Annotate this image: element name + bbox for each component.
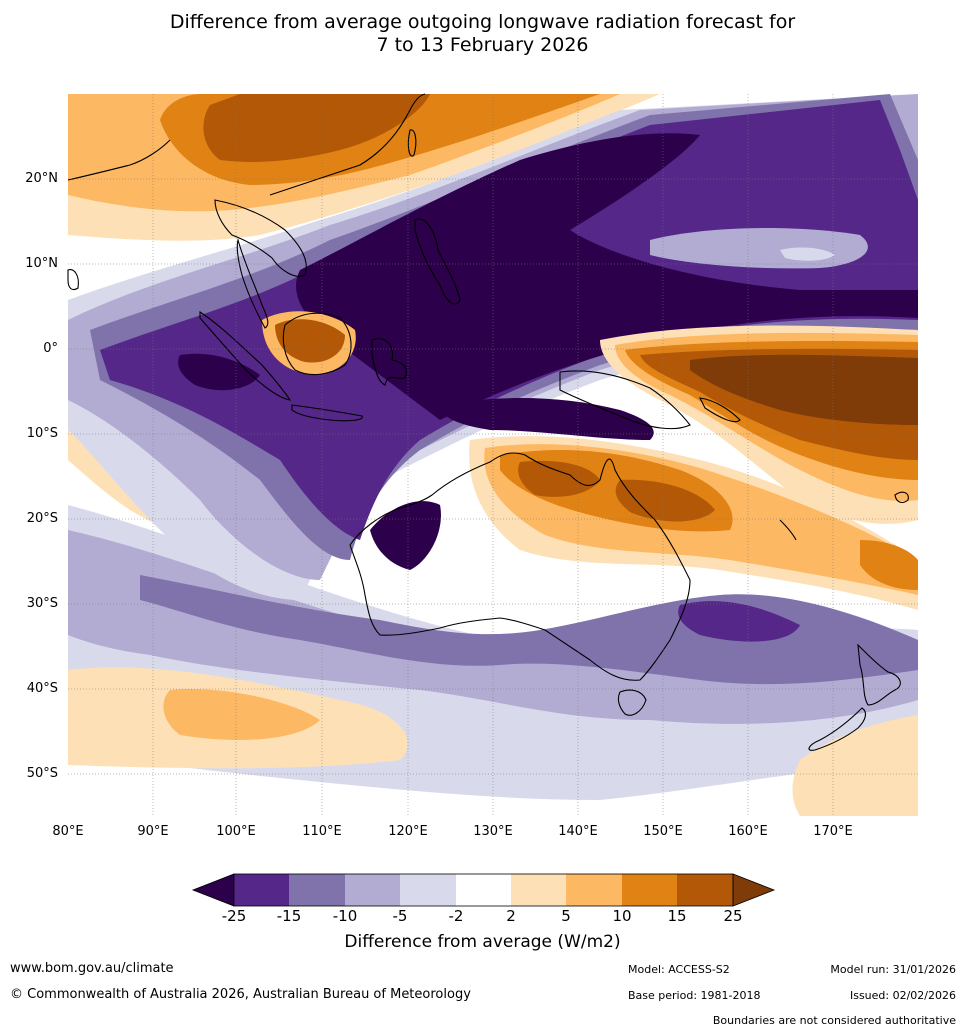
anomaly-region-coral-sea-strong-positive bbox=[860, 540, 918, 590]
lat-label-10n: 10°N bbox=[25, 256, 58, 271]
anomaly-region-equatorial-pacific-extreme-positive bbox=[690, 354, 918, 425]
anomaly-region-top-end-very-strong-positive bbox=[518, 460, 600, 497]
anomaly-region-maritime-continent-extreme bbox=[296, 133, 918, 420]
malay-peninsula-coastline bbox=[236, 237, 269, 329]
colorbar-label--15: -15 bbox=[276, 907, 302, 925]
fiji-coastline bbox=[894, 491, 909, 504]
lon-label-170e: 170°E bbox=[813, 824, 853, 839]
base-period: Base period: 1981-2018 bbox=[628, 989, 761, 1002]
colorbar-swatch--10-to--5 bbox=[345, 874, 400, 906]
colorbar-label-5: 5 bbox=[561, 907, 571, 925]
lat-label-20s: 20°S bbox=[26, 511, 58, 526]
colorbar-swatch--5-to--2 bbox=[400, 874, 456, 906]
lat-label-equator: 0° bbox=[43, 341, 58, 356]
anomaly-region-southeast-weak-positive bbox=[792, 715, 918, 816]
lon-label-100e: 100°E bbox=[216, 824, 256, 839]
colorbar-label-15: 15 bbox=[667, 907, 687, 925]
anomaly-region-queensland-very-strong-positive bbox=[615, 479, 715, 522]
australia-coastline bbox=[349, 452, 691, 681]
new-zealand-south-coastline bbox=[808, 707, 867, 751]
colorbar-swatch-15-to-25 bbox=[677, 874, 733, 906]
philippines-coastline bbox=[414, 218, 461, 305]
colorbar-label-10: 10 bbox=[612, 907, 632, 925]
tasmania-coastline bbox=[617, 689, 647, 716]
issued-date: Issued: 02/02/2026 bbox=[849, 989, 956, 1002]
boundary-disclaimer: Boundaries are not considered authoritat… bbox=[712, 1014, 956, 1027]
colorbar bbox=[191, 873, 776, 907]
anomaly-region-tasman-strong bbox=[678, 601, 800, 642]
india-coastline bbox=[67, 139, 171, 181]
vanuatu-coastline bbox=[779, 519, 797, 541]
lon-label-160e: 160°E bbox=[728, 824, 768, 839]
lat-label-20n: 20°N bbox=[25, 171, 58, 186]
anomaly-region-sumatra-extreme bbox=[178, 353, 260, 391]
lon-label-120e: 120°E bbox=[388, 824, 428, 839]
colorbar-swatch--25-to--15 bbox=[234, 874, 289, 906]
model-name: Model: ACCESS-S2 bbox=[628, 963, 730, 976]
map-title-line1: Difference from average outgoing longwav… bbox=[169, 11, 796, 33]
lat-label-50s: 50°S bbox=[26, 766, 58, 781]
anomaly-region-china-very-strong-positive bbox=[203, 94, 430, 162]
colorbar-label--5: -5 bbox=[392, 907, 408, 925]
lon-label-80e: 80°E bbox=[52, 824, 84, 839]
lon-label-90e: 90°E bbox=[137, 824, 169, 839]
new-guinea-coastline bbox=[559, 370, 691, 430]
copyright-notice: © Commonwealth of Australia 2026, Austra… bbox=[10, 987, 471, 1002]
south-china-coastline bbox=[269, 93, 426, 196]
colorbar-swatch-above-25 bbox=[732, 873, 776, 907]
gridlines bbox=[68, 94, 918, 816]
sumatra-coastline bbox=[199, 310, 292, 401]
colorbar-swatch-below--25 bbox=[191, 873, 235, 907]
colorbar-outline bbox=[233, 873, 734, 907]
anomaly-region-borneo-very-strong-positive bbox=[275, 319, 345, 363]
model-run-date: Model run: 31/01/2026 bbox=[830, 963, 956, 976]
indochina-coastline bbox=[214, 199, 307, 277]
taiwan-coastline bbox=[407, 129, 417, 157]
map-title-line2: 7 to 13 February 2026 bbox=[376, 34, 589, 56]
colorbar-swatch-5-to-10 bbox=[566, 874, 622, 906]
colorbar-label--25: -25 bbox=[221, 907, 247, 925]
sulawesi-coastline bbox=[371, 338, 408, 386]
java-coastline bbox=[291, 404, 363, 422]
borneo-coastline bbox=[282, 312, 352, 376]
colorbar-swatch-10-to-15 bbox=[622, 874, 677, 906]
coastlines bbox=[67, 93, 909, 751]
colorbar-swatch-2-to-5 bbox=[511, 874, 566, 906]
sri-lanka-coastline bbox=[67, 269, 79, 291]
colorbar-swatch--2-to-2 bbox=[456, 874, 511, 906]
colorbar-label--10: -10 bbox=[332, 907, 358, 925]
lon-label-130e: 130°E bbox=[473, 824, 513, 839]
solomon-islands-coastline bbox=[699, 397, 741, 423]
website-link[interactable]: www.bom.gov.au/climate bbox=[10, 961, 174, 976]
lat-label-30s: 30°S bbox=[26, 596, 58, 611]
lon-label-110e: 110°E bbox=[302, 824, 342, 839]
lon-label-140e: 140°E bbox=[558, 824, 598, 839]
anomaly-region-western-australia-extreme bbox=[370, 501, 441, 570]
colorbar-swatch--15-to--10 bbox=[289, 874, 345, 906]
lat-label-10s: 10°S bbox=[26, 426, 58, 441]
colorbar-label-2: 2 bbox=[506, 907, 516, 925]
anomaly-region-north-pacific-faint bbox=[780, 247, 835, 261]
colorbar-title: Difference from average (W/m2) bbox=[344, 932, 621, 952]
new-zealand-north-coastline bbox=[857, 643, 901, 706]
lat-label-40s: 40°S bbox=[26, 681, 58, 696]
lon-label-150e: 150°E bbox=[643, 824, 683, 839]
anomaly-region-arafura-extreme bbox=[440, 398, 654, 440]
anomaly-region-southern-indian-moderate-positive bbox=[163, 689, 320, 740]
colorbar-label-25: 25 bbox=[723, 907, 743, 925]
colorbar-label--2: -2 bbox=[448, 907, 464, 925]
